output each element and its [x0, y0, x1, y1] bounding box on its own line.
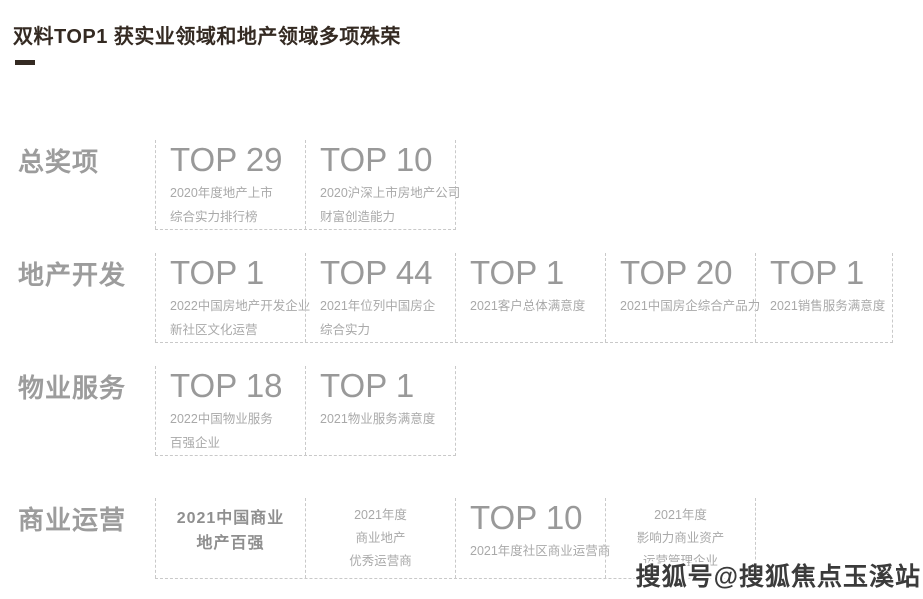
award-desc-line: 2021中国房企综合产品力 — [620, 299, 761, 313]
award-top-value: TOP 10 — [320, 141, 433, 178]
award-cells: 2021中国商业 地产百强 2021年度 商业地产 优秀运营商 TOP 10 2021年度社… — [155, 498, 756, 579]
award-cell: 2021中国商业 地产百强 — [155, 498, 305, 578]
award-cells: TOP 18 2022中国物业服务 百强企业 TOP 1 2021物业服务满意度 — [155, 366, 456, 456]
award-top-value: TOP 44 — [320, 254, 433, 291]
award-desc: 2021客户总体满意度 — [470, 294, 605, 318]
award-desc-line: 综合实力排行榜 — [170, 210, 258, 224]
award-desc-line: 2022中国物业服务 — [170, 412, 273, 426]
award-desc: 2020沪深上市房地产公司 财富创造能力 — [320, 181, 461, 229]
award-desc-line: 2020年度地产上市 — [170, 186, 273, 200]
award-desc-line: 2022中国房地产开发企业 — [170, 299, 311, 313]
award-desc: 2021物业服务满意度 — [320, 407, 455, 431]
award-top-value: TOP 18 — [170, 367, 283, 404]
award-row: 总奖项 TOP 29 2020年度地产上市 综合实力排行榜 TOP 10 2020沪深上市… — [0, 140, 461, 230]
award-desc-line: 2021销售服务满意度 — [770, 299, 886, 313]
award-text-line: 运营管理企业 — [642, 554, 718, 568]
award-desc: 2021销售服务满意度 — [770, 294, 892, 318]
award-cell: TOP 1 2021销售服务满意度 — [755, 253, 892, 342]
award-text-line: 地产百强 — [196, 535, 265, 552]
award-cell: TOP 10 2021年度社区商业运营商 — [455, 498, 611, 578]
award-top-value: TOP 20 — [620, 254, 733, 291]
award-top-value: TOP 1 — [770, 254, 865, 291]
award-text-line: 2021年度 — [654, 508, 707, 522]
award-top-value: TOP 10 — [470, 499, 583, 536]
title-underline-dash — [15, 60, 35, 65]
award-desc-line: 综合实力 — [320, 323, 371, 337]
award-desc-line: 百强企业 — [170, 436, 221, 450]
page-title: 双料TOP1 获实业领域和地产领域多项殊荣 — [13, 26, 401, 48]
award-cell: TOP 1 2022中国房地产开发企业 新社区文化运营 — [155, 253, 311, 342]
award-desc-line: 财富创造能力 — [320, 210, 396, 224]
award-desc: 2021年位列中国房企 综合实力 — [320, 294, 455, 342]
award-desc-line: 2021物业服务满意度 — [320, 412, 436, 426]
award-cell: TOP 20 2021中国房企综合产品力 — [605, 253, 761, 342]
award-desc-line: 2021年位列中国房企 — [320, 299, 436, 313]
award-cell: TOP 1 2021物业服务满意度 — [305, 366, 455, 455]
award-top-value: TOP 29 — [170, 141, 283, 178]
award-cell: TOP 29 2020年度地产上市 综合实力排行榜 — [155, 140, 305, 229]
award-text-line: 2021年度 — [354, 508, 407, 522]
award-desc: 2020年度地产上市 综合实力排行榜 — [170, 181, 305, 229]
row-label: 总奖项 — [18, 147, 100, 177]
watermark: 搜狐号@搜狐焦点玉溪站 — [635, 563, 921, 591]
award-top-value: TOP 1 — [470, 254, 565, 291]
award-cell: 2021年度影响力商业资产 运营管理企业 — [605, 498, 755, 578]
award-top-value: TOP 1 — [320, 367, 415, 404]
award-desc-line: 2021客户总体满意度 — [470, 299, 586, 313]
award-cell: TOP 1 2021客户总体满意度 — [455, 253, 605, 342]
award-row: 物业服务 TOP 18 2022中国物业服务 百强企业 TOP 1 2021物业服务满意度 — [0, 366, 456, 456]
award-cell: TOP 44 2021年位列中国房企 综合实力 — [305, 253, 455, 342]
award-text-line: 商业地产 — [355, 531, 406, 545]
award-desc-line: 2020沪深上市房地产公司 — [320, 186, 461, 200]
award-text: 2021中国商业 地产百强 — [160, 501, 301, 556]
award-desc: 2022中国房地产开发企业 新社区文化运营 — [170, 294, 311, 342]
award-cell: 2021年度 商业地产优秀运营商 — [305, 498, 455, 578]
award-row: 商业运营 2021中国商业 地产百强 2021年度 商业地产 优秀运营商 TOP 10 202… — [0, 498, 756, 579]
award-desc-line: 2021年度社区商业运营商 — [470, 544, 611, 558]
award-cells: TOP 1 2022中国房地产开发企业 新社区文化运营 TOP 44 2021年位列中国… — [155, 253, 893, 343]
award-row: 地产开发 TOP 1 2022中国房地产开发企业 新社区文化运营 TOP 44 2021年… — [0, 253, 893, 343]
award-desc: 2021中国房企综合产品力 — [620, 294, 761, 318]
award-cells: TOP 29 2020年度地产上市 综合实力排行榜 TOP 10 2020沪深上市房地产… — [155, 140, 461, 230]
row-label: 物业服务 — [18, 373, 127, 403]
row-label: 商业运营 — [18, 505, 127, 535]
award-cell: TOP 18 2022中国物业服务 百强企业 — [155, 366, 305, 455]
award-text: 2021年度影响力商业资产 运营管理企业 — [610, 501, 751, 573]
award-desc: 2021年度社区商业运营商 — [470, 539, 611, 563]
row-label: 地产开发 — [18, 260, 127, 290]
award-text: 2021年度 商业地产优秀运营商 — [310, 501, 451, 573]
award-desc: 2022中国物业服务 百强企业 — [170, 407, 305, 455]
award-desc-line: 新社区文化运营 — [170, 323, 258, 337]
award-text-line: 影响力商业资产 — [636, 531, 725, 545]
award-text-line: 2021中国商业 — [176, 510, 285, 527]
award-top-value: TOP 1 — [170, 254, 265, 291]
award-cell: TOP 10 2020沪深上市房地产公司 财富创造能力 — [305, 140, 461, 229]
award-text-line: 优秀运营商 — [349, 554, 412, 568]
